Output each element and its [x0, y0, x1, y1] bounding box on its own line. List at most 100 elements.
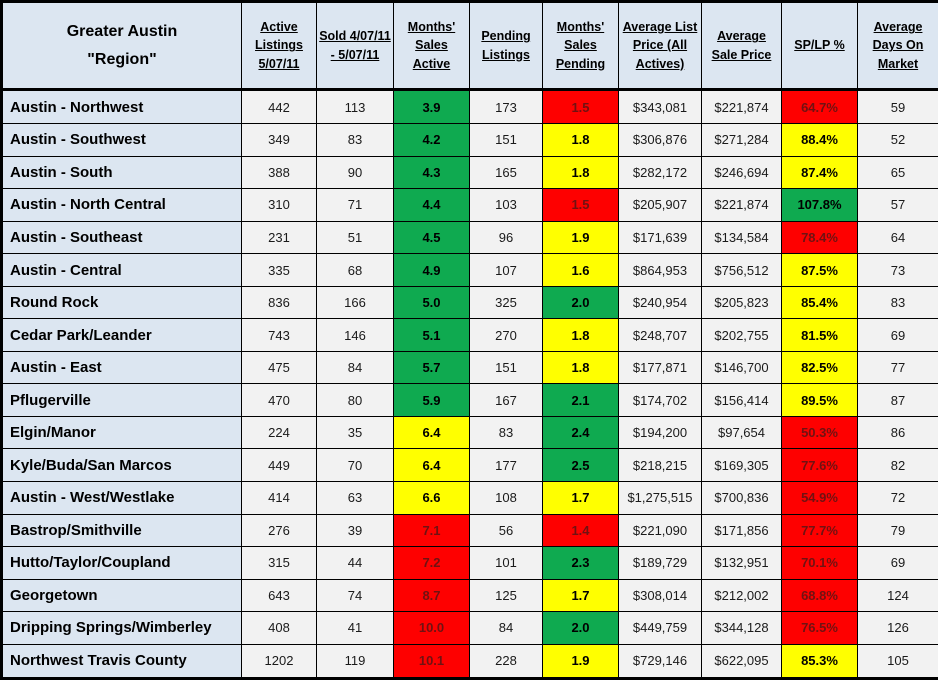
cell-sold: 63	[316, 481, 394, 515]
cell-months-sales-active: 3.9	[393, 88, 470, 125]
cell-pending-listings: 167	[469, 383, 543, 417]
region-header-line1: Greater Austin	[66, 23, 178, 41]
cell-avg-days-on-market: 83	[857, 285, 938, 320]
cell-avg-list-price: $177,871	[618, 350, 702, 385]
cell-sold: 80	[316, 383, 394, 417]
column-header-sp-lp-pct: SP/LP %	[781, 1, 858, 91]
cell-sp-lp-pct: 77.7%	[781, 513, 858, 548]
cell-months-sales-active: 8.7	[393, 578, 470, 613]
region-name: Dripping Springs/Wimberley	[1, 611, 242, 645]
cell-active-listings: 414	[241, 481, 317, 515]
cell-sold: 68	[316, 253, 394, 287]
cell-months-sales-active: 4.3	[393, 155, 470, 190]
region-name: Northwest Travis County	[1, 643, 242, 680]
cell-avg-days-on-market: 59	[857, 88, 938, 125]
cell-months-sales-active: 6.4	[393, 448, 470, 482]
cell-active-listings: 442	[241, 88, 317, 125]
cell-pending-listings: 325	[469, 285, 543, 320]
cell-avg-list-price: $248,707	[618, 318, 702, 352]
table-row: Northwest Travis County 1202 119 10.1 228 1.9…	[1, 643, 938, 680]
cell-sp-lp-pct: 89.5%	[781, 383, 858, 417]
cell-sold: 70	[316, 448, 394, 482]
cell-avg-sale-price: $622,095	[701, 643, 782, 680]
cell-sp-lp-pct: 78.4%	[781, 220, 858, 255]
table-row: Cedar Park/Leander 743 146 5.1 270 1.8 $248,70…	[1, 318, 938, 352]
cell-months-sales-active: 4.9	[393, 253, 470, 287]
cell-sold: 39	[316, 513, 394, 548]
cell-avg-list-price: $282,172	[618, 155, 702, 190]
table-row: Austin - Northwest 442 113 3.9 173 1.5 $343,08…	[1, 88, 938, 125]
table-row: Austin - Central 335 68 4.9 107 1.6 $864,953 $7…	[1, 253, 938, 287]
cell-sold: 41	[316, 611, 394, 645]
cell-sold: 74	[316, 578, 394, 613]
cell-months-sales-pending: 1.7	[542, 481, 619, 515]
region-header-line2: "Region"	[87, 50, 157, 68]
region-name: Georgetown	[1, 578, 242, 613]
cell-pending-listings: 173	[469, 88, 543, 125]
cell-pending-listings: 101	[469, 546, 543, 580]
cell-months-sales-active: 7.1	[393, 513, 470, 548]
cell-avg-sale-price: $205,823	[701, 285, 782, 320]
cell-avg-days-on-market: 86	[857, 415, 938, 450]
cell-avg-days-on-market: 79	[857, 513, 938, 548]
cell-months-sales-active: 10.0	[393, 611, 470, 645]
cell-avg-days-on-market: 73	[857, 253, 938, 287]
cell-months-sales-active: 6.4	[393, 415, 470, 450]
cell-sp-lp-pct: 68.8%	[781, 578, 858, 613]
cell-pending-listings: 96	[469, 220, 543, 255]
cell-sp-lp-pct: 70.1%	[781, 546, 858, 580]
cell-avg-sale-price: $221,874	[701, 88, 782, 125]
header-row: Greater Austin "Region" Active Listings …	[1, 1, 938, 91]
cell-active-listings: 224	[241, 415, 317, 450]
cell-months-sales-pending: 1.7	[542, 578, 619, 613]
cell-avg-list-price: $308,014	[618, 578, 702, 613]
cell-months-sales-pending: 2.3	[542, 546, 619, 580]
cell-avg-days-on-market: 57	[857, 188, 938, 222]
cell-months-sales-active: 4.2	[393, 123, 470, 157]
cell-avg-list-price: $205,907	[618, 188, 702, 222]
region-name: Austin - South	[1, 155, 242, 190]
cell-sold: 166	[316, 285, 394, 320]
table-row: Georgetown 643 74 8.7 125 1.7 $308,014 $212,002…	[1, 578, 938, 613]
cell-avg-list-price: $174,702	[618, 383, 702, 417]
cell-avg-list-price: $864,953	[618, 253, 702, 287]
cell-avg-list-price: $449,759	[618, 611, 702, 645]
cell-avg-sale-price: $246,694	[701, 155, 782, 190]
column-header-months-sales-active: Months' Sales Active	[393, 1, 470, 91]
cell-months-sales-active: 7.2	[393, 546, 470, 580]
cell-avg-list-price: $729,146	[618, 643, 702, 680]
cell-months-sales-pending: 2.1	[542, 383, 619, 417]
column-header-avg-days-on-market: Average Days On Market	[857, 1, 938, 91]
cell-sold: 84	[316, 350, 394, 385]
cell-active-listings: 475	[241, 350, 317, 385]
cell-avg-days-on-market: 65	[857, 155, 938, 190]
cell-avg-sale-price: $134,584	[701, 220, 782, 255]
cell-avg-list-price: $1,275,515	[618, 481, 702, 515]
cell-sold: 90	[316, 155, 394, 190]
cell-pending-listings: 56	[469, 513, 543, 548]
table-row: Austin - Southeast 231 51 4.5 96 1.9 $171,639 $…	[1, 220, 938, 255]
cell-sold: 35	[316, 415, 394, 450]
cell-active-listings: 349	[241, 123, 317, 157]
cell-sold: 44	[316, 546, 394, 580]
cell-pending-listings: 103	[469, 188, 543, 222]
region-name: Pflugerville	[1, 383, 242, 417]
cell-avg-days-on-market: 64	[857, 220, 938, 255]
cell-avg-days-on-market: 52	[857, 123, 938, 157]
region-name: Elgin/Manor	[1, 415, 242, 450]
cell-active-listings: 315	[241, 546, 317, 580]
cell-active-listings: 449	[241, 448, 317, 482]
cell-avg-list-price: $240,954	[618, 285, 702, 320]
cell-avg-sale-price: $156,414	[701, 383, 782, 417]
region-name: Austin - West/Westlake	[1, 481, 242, 515]
table-row: Hutto/Taylor/Coupland 315 44 7.2 101 2.3 $189,…	[1, 546, 938, 580]
table-row: Austin - West/Westlake 414 63 6.6 108 1.7 $1,2…	[1, 481, 938, 515]
column-header-active-listings: Active Listings 5/07/11	[241, 1, 317, 91]
cell-avg-days-on-market: 77	[857, 350, 938, 385]
cell-pending-listings: 83	[469, 415, 543, 450]
cell-pending-listings: 151	[469, 350, 543, 385]
cell-avg-days-on-market: 69	[857, 318, 938, 352]
cell-active-listings: 388	[241, 155, 317, 190]
table-row: Elgin/Manor 224 35 6.4 83 2.4 $194,200 $97,654 5…	[1, 415, 938, 450]
